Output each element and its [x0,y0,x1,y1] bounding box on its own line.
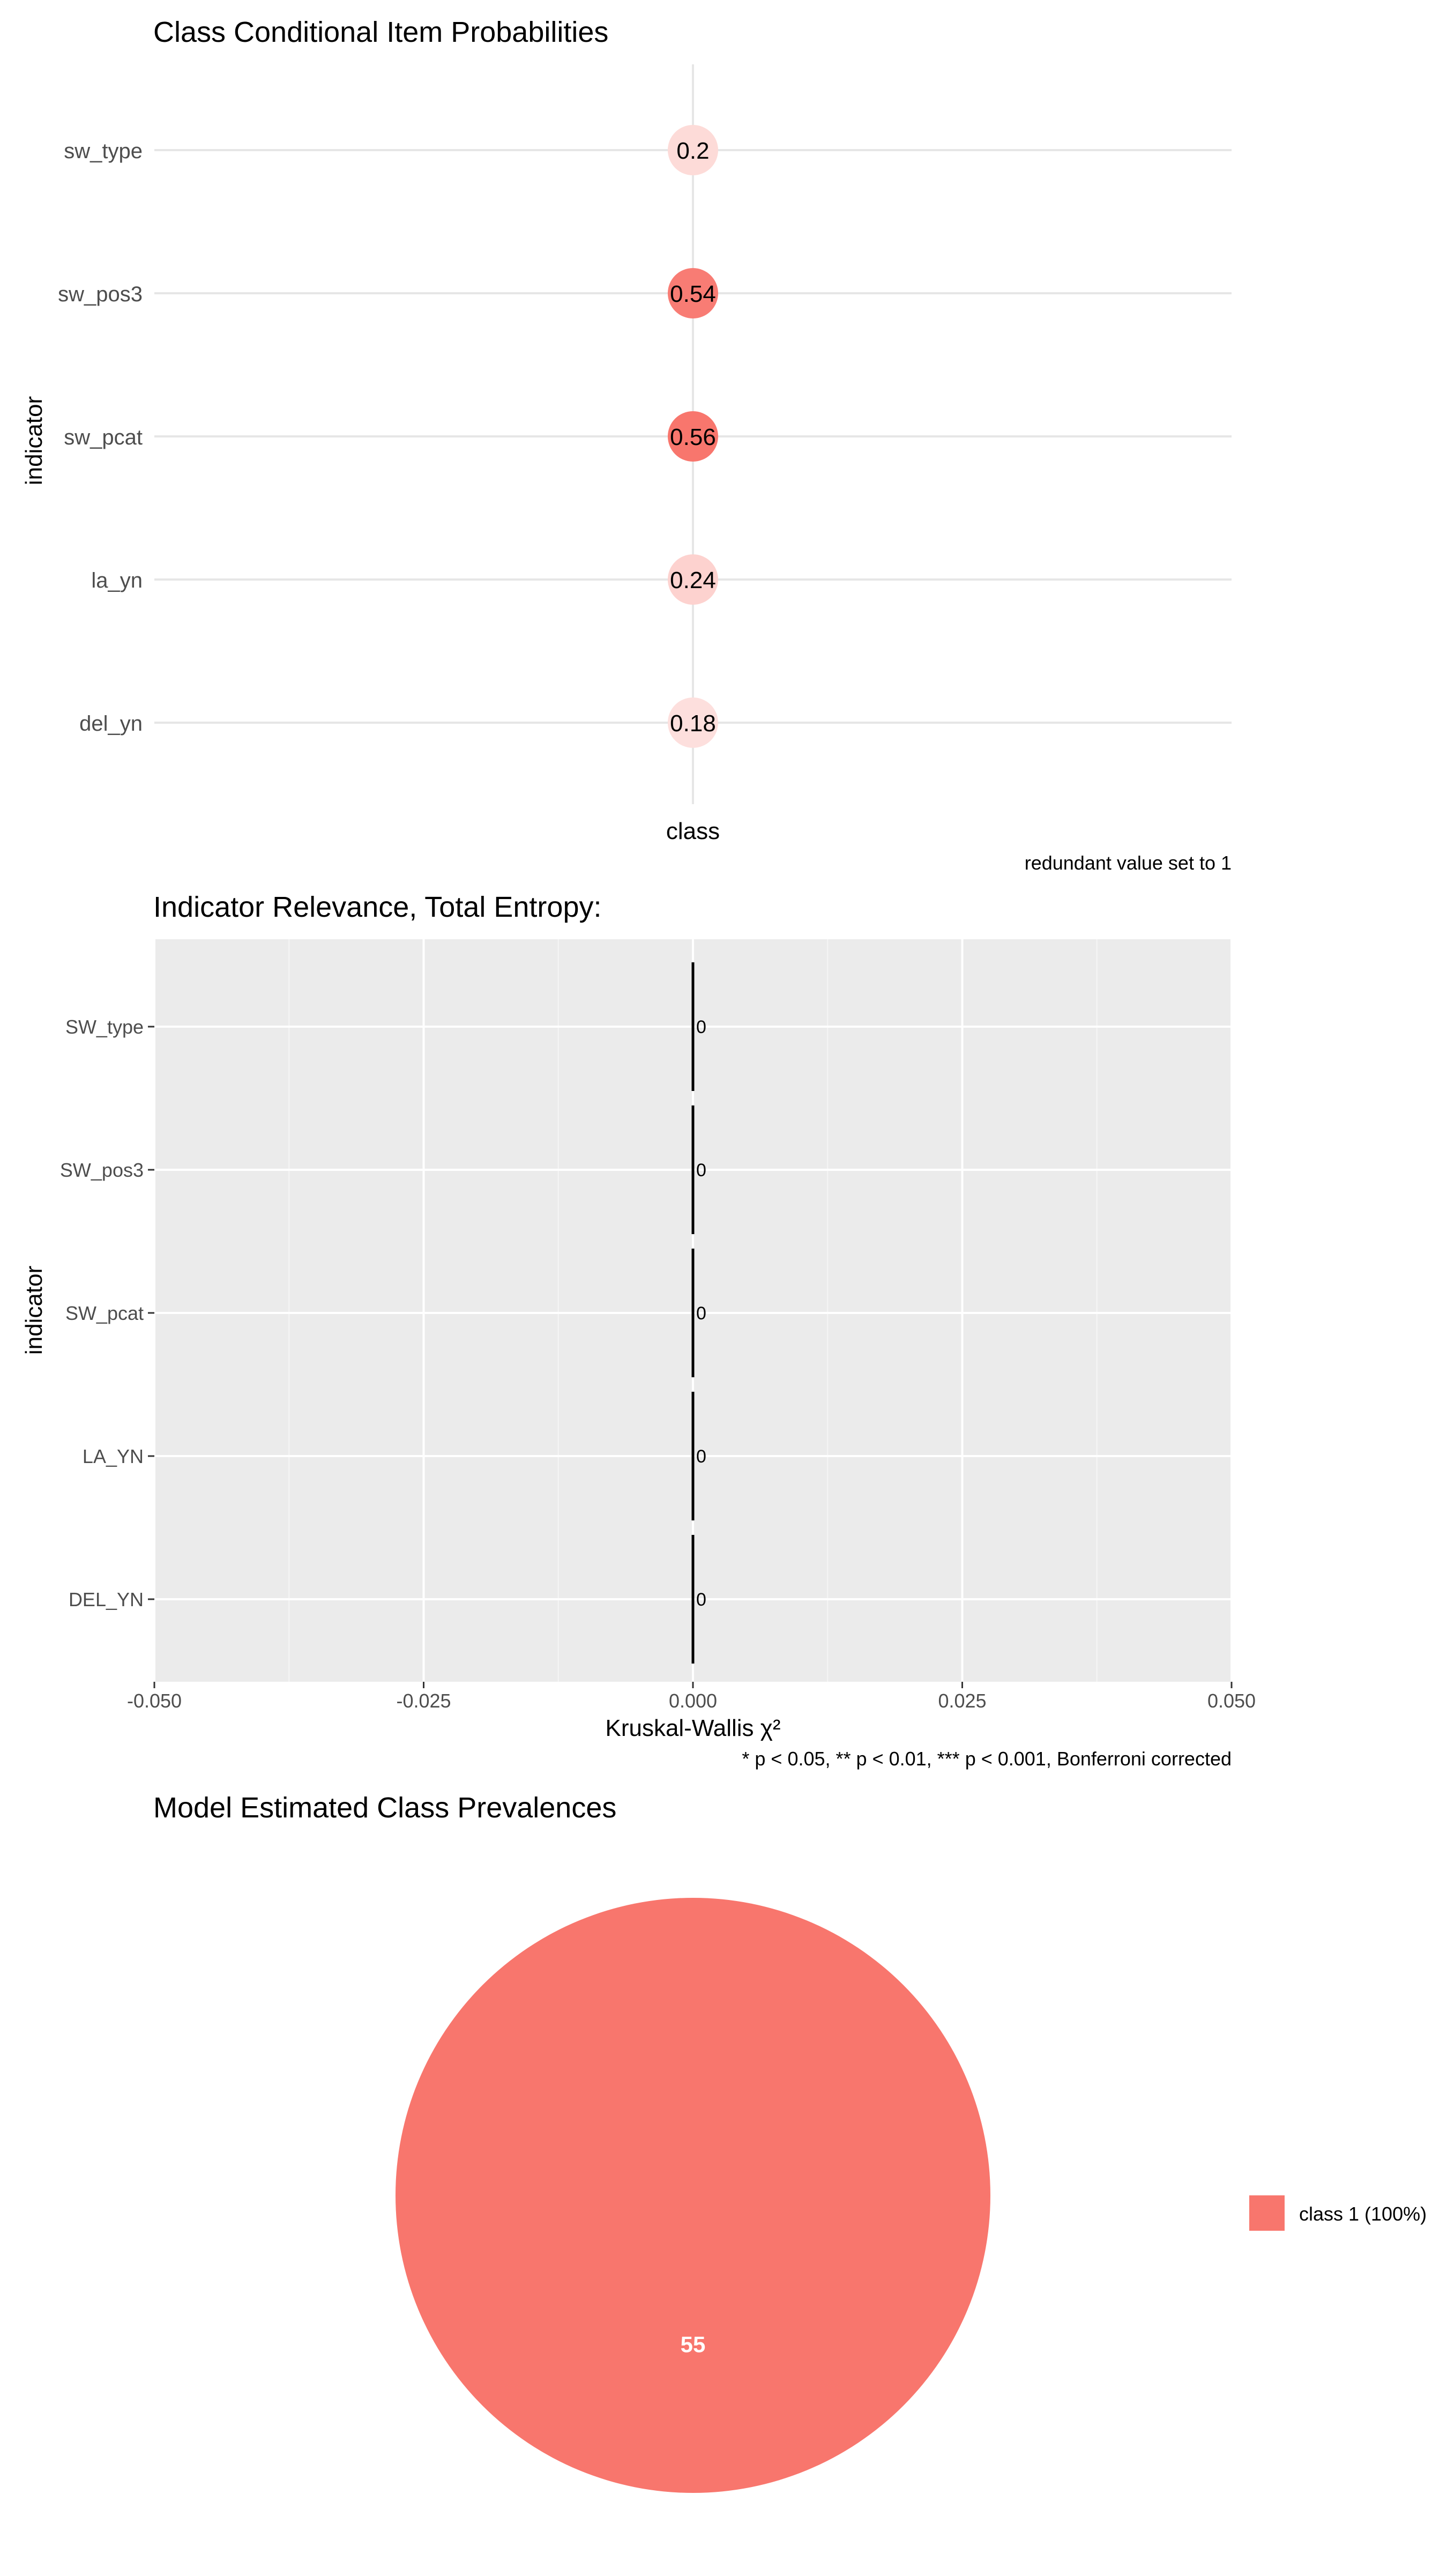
relevance-bar-LA_YN [691,1392,695,1520]
y-tick-label-sw_type: sw_type [64,139,143,163]
item-probabilities-y-axis-label: indicator [21,396,47,485]
indicator-relevance-x-axis-label: Kruskal-Wallis χ² [605,1715,780,1741]
y-tick-label-del_yn: del_yn [79,712,143,736]
legend-key-class-1 [1249,2195,1285,2231]
x-tick-label: 0.000 [669,1690,717,1712]
item-probabilities-point-labels: 0.2 0.54 0.56 0.24 0.18 [670,138,716,737]
y-tick-label-sw_pos3: sw_pos3 [58,283,143,306]
x-tick-label: -0.050 [127,1690,182,1712]
indicator-relevance-bars [691,962,695,1664]
probability-point-del_yn [668,697,718,748]
class-prevalence-title: Model Estimated Class Prevalences [153,1792,616,1824]
y-tick-label-SW_pos3: SW_pos3 [60,1159,144,1181]
y-tick-label-SW_pcat: SW_pcat [65,1302,144,1324]
class-prevalence-slice-labels: 55 [681,2332,706,2357]
probability-label-sw_pcat: 0.56 [670,424,716,450]
indicator-relevance-y-axis: SW_type SW_pos3 SW_pcat LA_YN DEL_YN [60,1016,154,1610]
y-tick-label-DEL_YN: DEL_YN [69,1588,144,1610]
item-probabilities-title: Class Conditional Item Probabilities [153,16,608,48]
indicator-relevance-title: Indicator Relevance, Total Entropy: [153,891,601,923]
item-probabilities-x-tick-label: class [666,818,720,844]
y-tick-label-sw_pcat: sw_pcat [64,426,143,449]
pie-slice-class-1 [396,1898,990,2493]
relevance-value-label-SW_pcat: 0 [696,1303,706,1324]
probability-label-del_yn: 0.18 [670,710,716,737]
class-prevalence-legend: class 1 (100%) [1249,2195,1427,2231]
item-probabilities-points [668,125,718,748]
legend-label-class-1: class 1 (100%) [1299,2203,1427,2225]
indicator-relevance-x-axis: -0.050 -0.025 0.000 0.025 0.050 [127,1682,1256,1712]
x-tick-label: 0.050 [1207,1690,1256,1712]
probability-point-sw_pos3 [668,268,718,318]
probability-point-sw_pcat [668,411,718,462]
x-tick-label: 0.025 [938,1690,986,1712]
probability-label-sw_type: 0.2 [676,138,709,164]
class-prevalence-pie [396,1898,990,2493]
indicator-relevance-y-axis-label: indicator [21,1266,47,1355]
probability-label-la_yn: 0.24 [670,567,716,593]
probability-label-sw_pos3: 0.54 [670,281,716,307]
pie-slice-label-class-1: 55 [681,2332,706,2357]
indicator-relevance-chart: Indicator Relevance, Total Entropy: 0000… [21,891,1256,1770]
item-probabilities-y-tick-labels: sw_type sw_pos3 sw_pcat la_yn del_yn [58,139,143,736]
relevance-bar-SW_type [691,962,695,1091]
y-tick-label-SW_type: SW_type [65,1016,144,1038]
relevance-value-label-SW_type: 0 [696,1017,706,1037]
class-prevalence-chart: Model Estimated Class Prevalences 55 cla… [153,1792,1427,2493]
relevance-value-label-LA_YN: 0 [696,1446,706,1467]
y-tick-label-LA_YN: LA_YN [83,1445,144,1467]
item-probabilities-caption: redundant value set to 1 [1025,852,1232,874]
indicator-relevance-caption: * p < 0.05, ** p < 0.01, *** p < 0.001, … [742,1748,1232,1770]
y-tick-label-la_yn: la_yn [91,569,143,592]
probability-point-la_yn [668,554,718,605]
probability-point-sw_type [668,125,718,175]
indicator-relevance-value-labels: 0 0 0 0 0 [696,1017,706,1610]
relevance-bar-DEL_YN [691,1535,695,1664]
relevance-value-label-SW_pos3: 0 [696,1160,706,1181]
relevance-value-label-DEL_YN: 0 [696,1590,706,1610]
relevance-bar-SW_pcat [691,1249,695,1377]
relevance-bar-SW_pos3 [691,1105,695,1234]
x-tick-label: -0.025 [396,1690,451,1712]
item-probabilities-chart: Class Conditional Item Probabilities sw_… [21,16,1232,874]
